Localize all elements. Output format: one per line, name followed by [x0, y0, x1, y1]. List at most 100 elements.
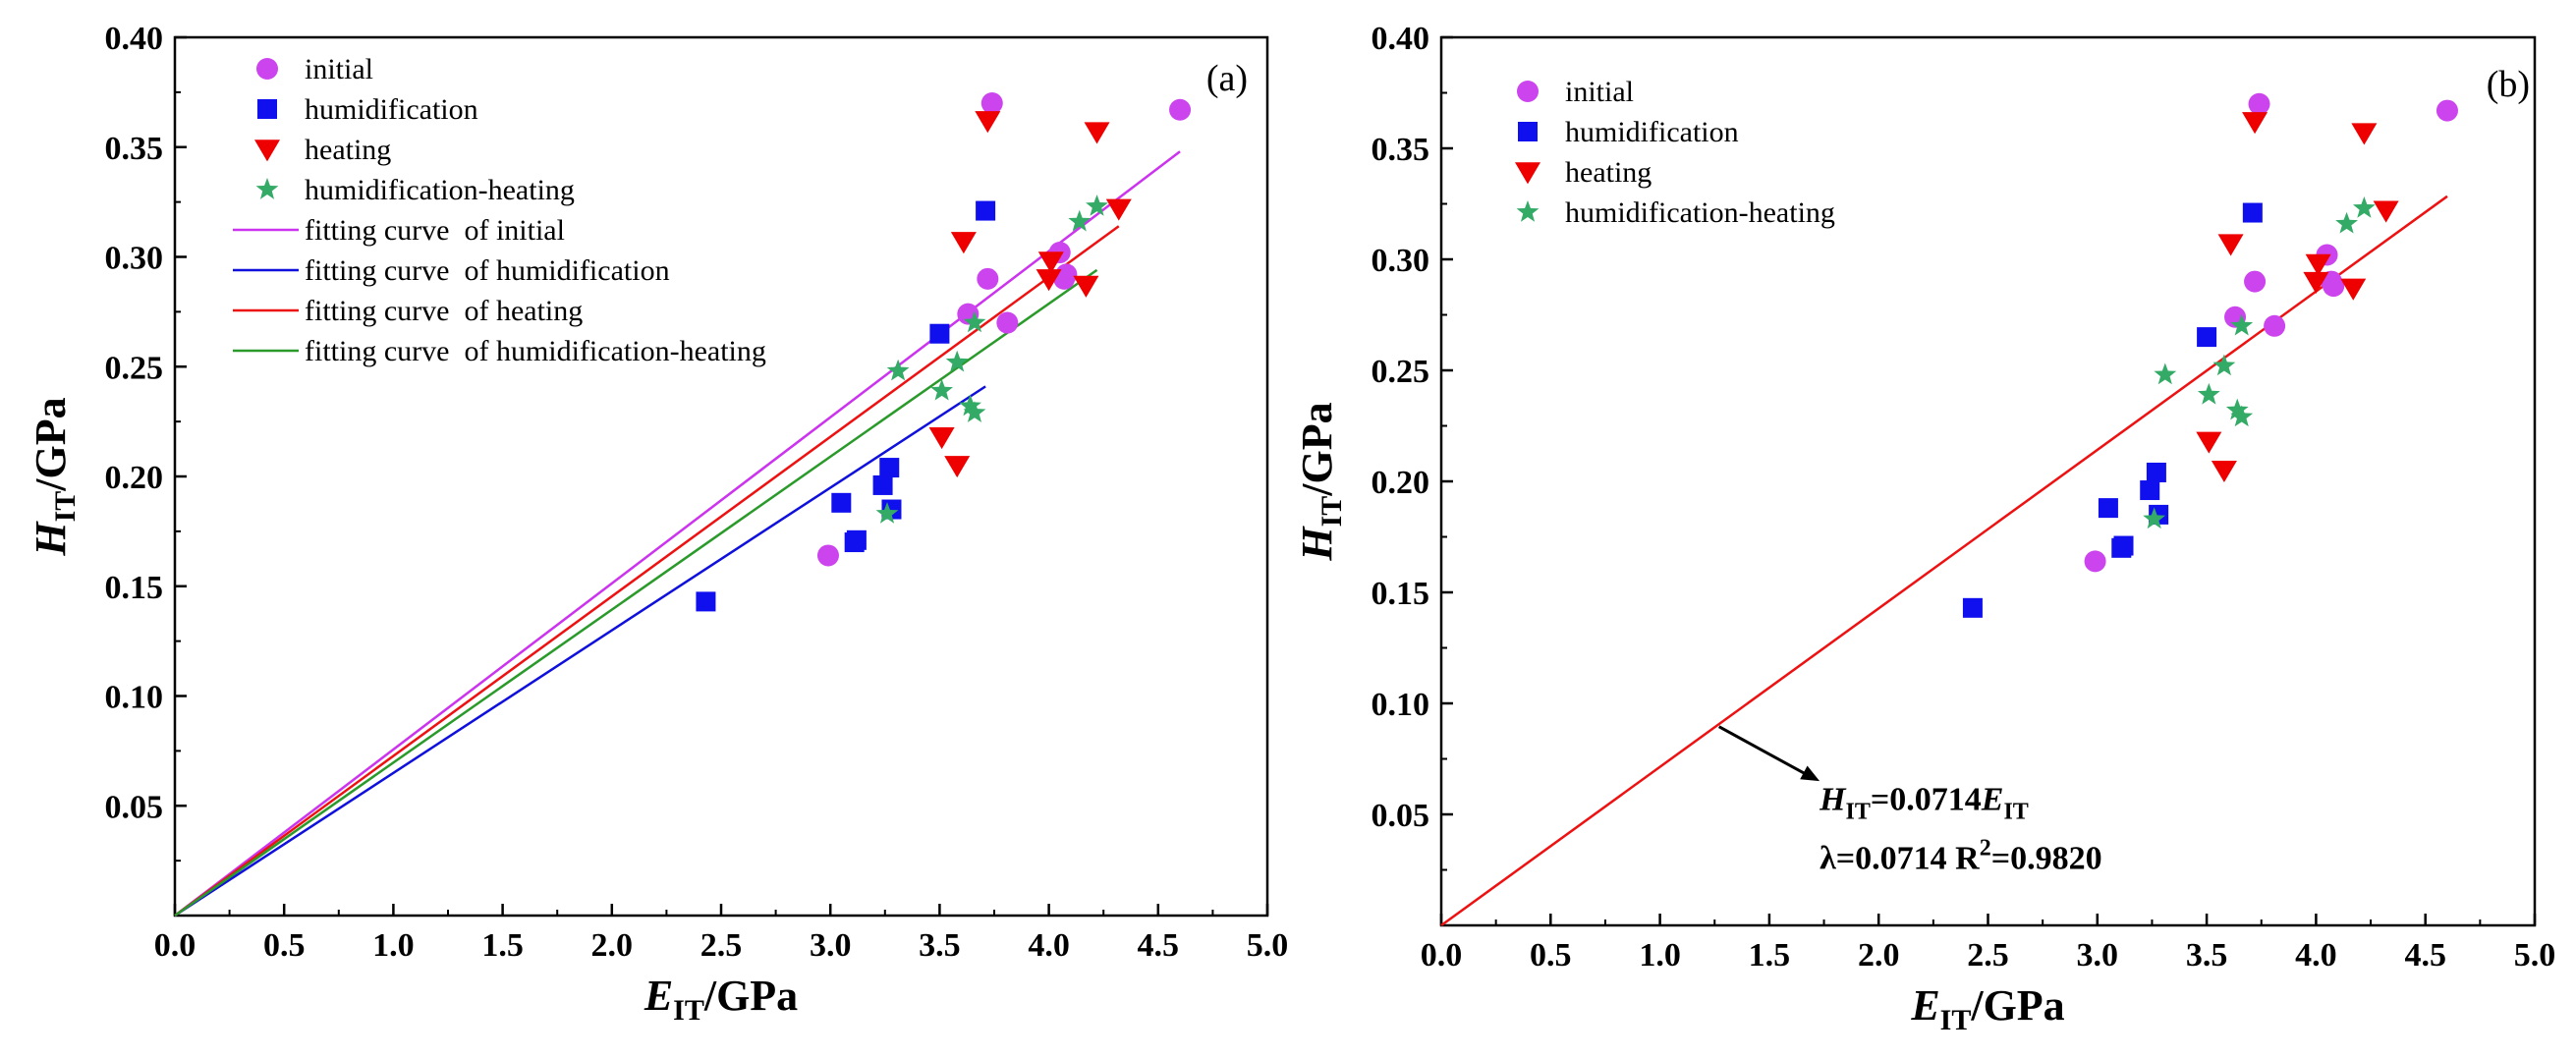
- x-tick-label: 4.5: [1138, 927, 1180, 964]
- x-axis-title: EIT/GPa: [644, 972, 798, 1027]
- legend-label-humidification-heating: humidification-heating: [1565, 196, 1835, 229]
- legend-label-humidification: humidification: [1565, 116, 1739, 148]
- y-tick-label: 0.05: [1372, 798, 1430, 834]
- legend-label-fitting-curve-of-initial: fitting curve of initial: [305, 214, 565, 247]
- y-tick-label: 0.25: [1372, 354, 1430, 390]
- annotation-arrowhead: [1800, 765, 1820, 782]
- y-tick-label: 0.40: [105, 21, 164, 57]
- point-initial: [2244, 270, 2267, 293]
- legend-label-initial: initial: [1565, 76, 1634, 108]
- legend-label-fitting-curve-of-heating: fitting curve of heating: [305, 295, 583, 327]
- point-heating: [2242, 112, 2268, 135]
- y-tick-label: 0.05: [105, 789, 164, 825]
- x-tick-label: 1.5: [1749, 937, 1791, 974]
- x-tick-label: 3.5: [2186, 937, 2228, 974]
- legend-marker-heating: [254, 139, 280, 162]
- point-heating: [944, 456, 971, 478]
- point-heating: [1084, 122, 1110, 144]
- plot-frame: [173, 35, 1269, 918]
- legend-label-heating: heating: [1565, 156, 1652, 189]
- y-tick-label: 0.30: [105, 241, 164, 277]
- legend-label-initial: initial: [305, 53, 373, 85]
- point-humidification-heating: [2225, 398, 2249, 420]
- point-humidification-heating: [2154, 362, 2177, 385]
- point-humidification-heating: [2230, 405, 2254, 427]
- x-tick-label: 0.0: [1421, 937, 1463, 974]
- point-initial: [996, 311, 1019, 334]
- point-heating: [2340, 278, 2367, 301]
- legend-label-heating: heating: [305, 134, 391, 166]
- x-tick-label: 2.0: [1858, 937, 1900, 974]
- x-tick-label: 5.0: [1247, 927, 1289, 964]
- point-heating: [975, 111, 1001, 134]
- y-axis-title: HIT/GPa: [27, 397, 82, 556]
- legend-marker-humidification-heating: [1516, 200, 1540, 222]
- y-tick-label: 0.20: [105, 460, 164, 496]
- legend-marker-humidification: [257, 99, 277, 119]
- panel-b: 0.0 0.5 1.0 1.5 2.0 2.5 3.0 3.5 4.0 4.5 5.0 0.05 0.1…: [1293, 21, 2555, 1036]
- x-tick-label: 4.5: [2404, 937, 2446, 974]
- panel-a: 0.0 0.5 1.0 1.5 2.0 2.5 3.0 3.5 4.0 4.5 5.0 0.05 0.1…: [27, 21, 1288, 1027]
- legend-label-fitting-curve-of-humidification-heating: fitting curve of humidification-heating: [305, 335, 766, 367]
- annotation-arrow: [1717, 725, 1807, 776]
- y-tick-label: 0.25: [105, 350, 164, 386]
- x-axis-title: EIT/GPa: [1910, 981, 2064, 1036]
- x-tick-label: 3.0: [2077, 937, 2119, 974]
- legend-label-fitting-curve-of-humidification: fitting curve of humidification: [305, 254, 670, 287]
- panel-label: (a): [1206, 58, 1248, 99]
- point-heating: [2351, 123, 2378, 145]
- point-initial: [1169, 98, 1192, 121]
- point-heating: [1105, 198, 1132, 221]
- fit-line-of-heating: [174, 225, 1120, 918]
- point-humidification-heating: [875, 502, 899, 524]
- point-humidification-heating: [2335, 211, 2358, 234]
- point-heating: [2303, 271, 2329, 294]
- y-tick-label: 0.15: [1372, 576, 1430, 612]
- x-tick-label: 1.0: [372, 927, 415, 964]
- point-humidification: [2113, 535, 2134, 556]
- point-humidification-heating: [2212, 354, 2236, 376]
- point-initial: [2084, 550, 2106, 573]
- x-tick-label: 5.0: [2514, 937, 2556, 974]
- point-humidification-heating: [963, 401, 986, 422]
- point-heating: [2196, 431, 2222, 454]
- x-tick-label: 2.5: [700, 927, 743, 964]
- point-humidification-heating: [930, 378, 954, 401]
- point-initial: [1055, 263, 1078, 286]
- point-heating: [928, 427, 955, 450]
- point-humidification: [2146, 462, 2166, 482]
- point-humidification: [2098, 498, 2118, 519]
- y-tick-label: 0.35: [1372, 132, 1430, 168]
- point-humidification-heating: [886, 359, 910, 381]
- y-tick-label: 0.10: [1372, 687, 1430, 723]
- fit-statistics: λ=0.0714 R2=0.9820: [1820, 835, 2102, 876]
- y-tick-label: 0.20: [1372, 465, 1430, 501]
- legend-marker-heating: [1515, 162, 1540, 185]
- y-axis-title: HIT/GPa: [1293, 402, 1348, 561]
- x-tick-label: 3.5: [919, 927, 961, 964]
- point-humidification: [696, 591, 716, 612]
- point-humidification-heating: [959, 394, 981, 417]
- legend-marker-humidification-heating: [255, 178, 279, 199]
- point-humidification-heating: [963, 310, 986, 333]
- point-initial: [980, 92, 1003, 115]
- x-tick-label: 2.5: [1967, 937, 2009, 974]
- point-humidification-heating: [945, 350, 969, 372]
- fit-line-of-humidification-heating: [174, 268, 1098, 918]
- point-initial: [816, 544, 839, 567]
- fit-equation: HIT=0.0714EIT: [1819, 781, 2029, 824]
- point-humidification: [1962, 597, 1983, 618]
- point-humidification: [2197, 327, 2217, 348]
- legend-marker-humidification: [1518, 122, 1538, 141]
- y-tick-label: 0.15: [105, 570, 164, 606]
- point-initial: [977, 267, 999, 290]
- point-initial: [2436, 99, 2458, 122]
- x-tick-label: 2.0: [591, 927, 634, 964]
- x-tick-label: 1.0: [1639, 937, 1681, 974]
- point-heating: [950, 232, 977, 254]
- x-tick-label: 0.0: [154, 927, 196, 964]
- point-initial: [2323, 275, 2345, 298]
- x-tick-label: 0.5: [263, 927, 306, 964]
- legend-label-humidification: humidification: [305, 93, 478, 126]
- point-heating: [2305, 253, 2331, 276]
